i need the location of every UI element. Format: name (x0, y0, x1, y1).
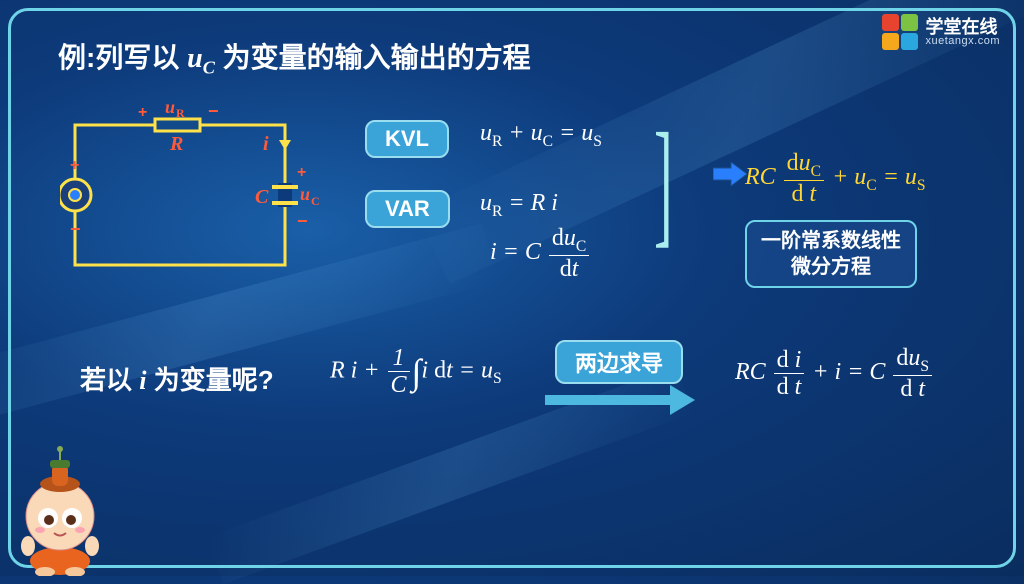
arrow-icon (713, 162, 747, 186)
svg-text:u: u (165, 97, 175, 117)
svg-text:−: − (297, 211, 308, 231)
logo-text-en: xuetangx.com (926, 36, 1000, 47)
svg-text:R: R (176, 106, 185, 120)
equation-final: RC d id t + i = C duSd t (735, 345, 934, 402)
question-text: 若以 i 为变量呢? (80, 360, 274, 397)
slide-title: 例:列写以 uC 为变量的输入输出的方程 (58, 36, 531, 79)
bracket-icon: ] (654, 120, 673, 246)
svg-text:i: i (263, 133, 269, 155)
equation-integral: R i + 1C∫i dt = uS (330, 345, 502, 399)
long-arrow-icon (545, 385, 695, 415)
slide-frame (8, 8, 1016, 568)
svg-text:C: C (255, 186, 269, 208)
svg-text:R: R (169, 133, 183, 155)
equation-kvl: uR + uC = uS (480, 120, 602, 151)
circuit-diagram: u S + − R u R + − C u C + − i (60, 95, 320, 285)
svg-text:u: u (300, 184, 310, 204)
svg-text:+: + (70, 157, 79, 174)
logo-icon (882, 14, 918, 50)
equation-var1: uR = R i (480, 190, 558, 221)
svg-text:+: + (297, 164, 306, 181)
callout-box: 一阶常系数线性 微分方程 (745, 220, 917, 288)
svg-text:+: + (138, 104, 147, 121)
equation-var2: i = C duCdt (490, 225, 591, 282)
svg-text:C: C (311, 194, 320, 208)
mascot-icon (10, 446, 110, 576)
svg-text:−: − (70, 219, 81, 239)
svg-text:−: − (208, 101, 219, 121)
logo-text-cn: 学堂在线 (926, 18, 1000, 36)
logo: 学堂在线 xuetangx.com (882, 14, 1000, 50)
equation-main: RC duCd t + uC = uS (745, 150, 926, 207)
kvl-label: KVL (365, 120, 449, 158)
var-label: VAR (365, 190, 450, 228)
derivative-label: 两边求导 (555, 340, 683, 384)
